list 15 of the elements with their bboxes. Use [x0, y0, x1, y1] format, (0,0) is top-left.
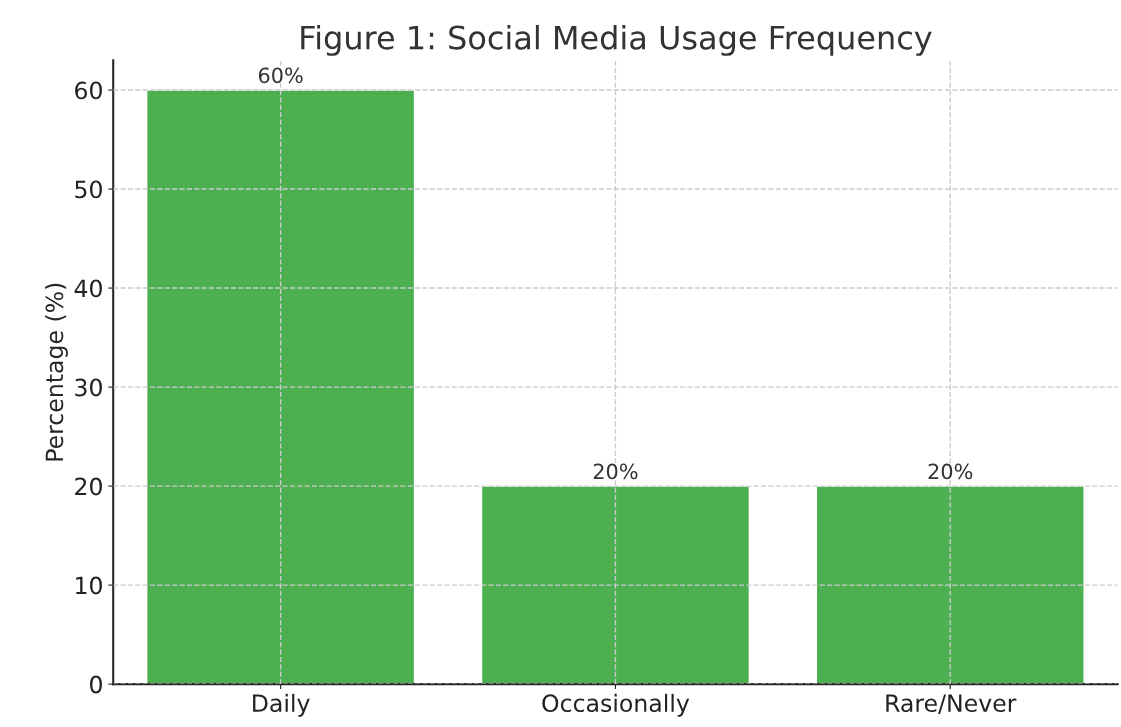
y-tick-label: 0	[90, 675, 102, 694]
data-label: 20%	[928, 463, 973, 480]
y-tick-label: 20	[75, 477, 102, 496]
data-label: 20%	[593, 463, 638, 480]
chart-title: Figure 1: Social Media Usage Frequency	[301, 24, 932, 56]
data-label: 60%	[258, 67, 303, 84]
y-tick-label: 10	[76, 576, 102, 595]
y-axis-title: Percentage (%)	[45, 283, 68, 461]
x-tick-label: Daily	[253, 693, 310, 717]
y-tick-label: 40	[74, 279, 102, 298]
y-tick-label: 30	[75, 378, 102, 397]
y-tick-label: 60	[75, 81, 102, 100]
y-tick-label: 50	[75, 180, 102, 199]
x-tick-label: Rare/Never	[886, 694, 1017, 714]
x-tick-label: Occasionally	[542, 693, 690, 717]
